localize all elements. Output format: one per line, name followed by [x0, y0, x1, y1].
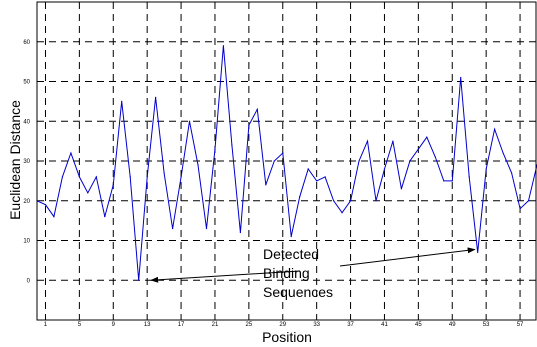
data-point — [248, 124, 250, 126]
data-point — [400, 188, 403, 190]
data-point — [138, 279, 140, 281]
data-point — [519, 208, 521, 210]
data-point — [383, 168, 386, 170]
data-point — [510, 172, 513, 174]
x-tick-label: 33 — [313, 322, 320, 328]
data-point — [222, 45, 225, 47]
data-point — [341, 212, 343, 214]
data-point — [70, 152, 72, 154]
y-tick-label: 30 — [23, 159, 30, 165]
x-tick-label: 49 — [449, 322, 456, 328]
data-point — [451, 180, 453, 182]
data-point — [358, 160, 360, 162]
data-point — [121, 100, 123, 102]
data-point — [366, 140, 369, 142]
plot-frame — [36, 1, 537, 321]
data-point — [104, 216, 106, 218]
data-point — [460, 76, 462, 79]
annotation-arrow — [150, 270, 301, 283]
data-point — [434, 156, 436, 158]
data-point — [95, 176, 97, 178]
y-tick-label: 0 — [27, 278, 31, 284]
data-point — [426, 136, 428, 138]
data-point — [392, 140, 394, 142]
x-tick-label: 17 — [178, 322, 185, 328]
x-tick-label: 5 — [78, 322, 82, 328]
y-axis-title: Euclidean Distance — [7, 100, 23, 220]
annotation-line-1: Detected — [263, 246, 319, 262]
y-tick-label: 60 — [23, 40, 30, 46]
x-tick-label: 13 — [144, 322, 151, 328]
x-tick-label: 45 — [415, 322, 422, 328]
x-tick-label: 1 — [44, 322, 48, 328]
data-point — [307, 168, 309, 170]
data-point — [443, 180, 445, 182]
y-tick-label: 20 — [23, 199, 30, 205]
series-layer — [36, 45, 537, 281]
x-tick-label: 9 — [112, 322, 116, 328]
data-point — [299, 196, 301, 198]
data-point — [129, 176, 131, 178]
data-point — [265, 184, 267, 186]
annotation-arrow — [339, 247, 476, 267]
data-point — [494, 128, 496, 130]
annotation-line-2: Binding — [263, 265, 310, 281]
data-point — [316, 180, 318, 182]
data-point — [180, 176, 182, 178]
data-point — [44, 204, 47, 206]
data-point — [112, 184, 114, 186]
y-tick-label: 40 — [23, 119, 30, 125]
data-point — [78, 176, 80, 178]
x-tick-label: 29 — [279, 322, 286, 328]
x-tick-label: 53 — [483, 322, 490, 328]
data-point — [239, 231, 241, 234]
data-point — [146, 176, 148, 178]
x-tick-label: 25 — [246, 322, 253, 328]
data-point — [527, 200, 530, 202]
data-point — [171, 227, 174, 230]
data-point — [477, 251, 479, 254]
annotation: Detected Binding Sequences — [150, 246, 476, 300]
y-tick-labels: 0 10 20 30 40 50 60 — [23, 40, 30, 285]
x-tick-labels: 1 5 9 13 17 21 25 29 33 37 41 45 49 53 57 — [44, 322, 524, 328]
data-point — [231, 144, 233, 146]
x-tick-label: 21 — [212, 322, 219, 328]
data-point — [468, 176, 470, 178]
x-tick-label: 41 — [381, 322, 388, 328]
data-point — [282, 152, 284, 154]
data-point — [87, 192, 89, 194]
horizontal-gridlines — [37, 41, 537, 281]
data-point — [256, 108, 258, 110]
data-point — [290, 235, 292, 238]
data-point — [53, 216, 55, 218]
data-point — [333, 200, 335, 202]
data-point — [417, 148, 419, 150]
data-point — [324, 176, 326, 178]
y-tick-label: 10 — [23, 239, 30, 245]
x-axis-title: Position — [262, 329, 312, 345]
data-point — [197, 164, 199, 166]
data-point — [502, 152, 504, 154]
data-point — [273, 160, 275, 162]
data-point — [163, 172, 165, 174]
data-point — [205, 227, 208, 230]
data-point — [61, 176, 64, 178]
data-point — [349, 200, 352, 202]
data-point — [188, 120, 191, 122]
x-tick-label: 57 — [517, 322, 524, 328]
data-point — [155, 96, 157, 98]
data-point — [214, 148, 216, 150]
annotation-line-3: Sequences — [263, 284, 333, 300]
data-point — [375, 200, 377, 202]
series-line — [36, 45, 537, 281]
y-tick-label: 50 — [23, 80, 30, 86]
x-tick-label: 37 — [347, 322, 354, 328]
data-point — [409, 160, 411, 162]
data-point — [485, 168, 487, 170]
